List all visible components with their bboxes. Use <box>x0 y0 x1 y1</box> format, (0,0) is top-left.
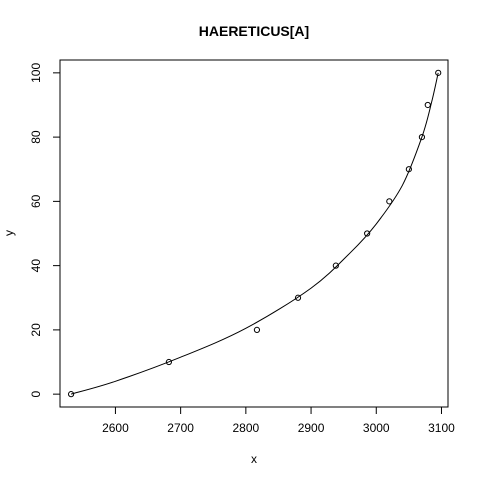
y-axis: 0 20 40 60 80 100 <box>29 63 60 397</box>
data-point <box>165 358 173 366</box>
x-tick-label: 2700 <box>167 421 194 435</box>
y-tick-label: 60 <box>29 194 43 208</box>
data-point <box>424 101 431 109</box>
data-points <box>67 69 442 398</box>
y-tick-label: 40 <box>29 259 43 273</box>
x-tick-label: 2600 <box>102 421 129 435</box>
data-point <box>67 391 75 398</box>
chart-title: HAERETICUS[A] <box>199 23 309 39</box>
y-tick-label: 100 <box>29 63 43 83</box>
x-tick-label: 2900 <box>298 421 325 435</box>
data-point <box>364 230 371 237</box>
x-tick-label: 2800 <box>232 421 259 435</box>
data-point <box>294 294 302 301</box>
data-point <box>418 134 426 141</box>
y-axis-label: y <box>2 230 16 236</box>
y-tick-label: 20 <box>29 323 43 337</box>
data-point <box>386 198 393 205</box>
x-tick-label: 3000 <box>363 421 390 435</box>
plot-frame <box>59 59 449 408</box>
fit-curve <box>70 72 439 395</box>
data-point <box>405 166 412 173</box>
data-point <box>435 69 442 76</box>
x-axis-label: x <box>251 452 257 466</box>
x-tick-label: 3100 <box>428 421 455 435</box>
y-tick-label: 0 <box>29 390 43 397</box>
x-axis: 2600 2700 2800 2900 3000 3100 <box>102 407 455 435</box>
data-point <box>253 326 261 333</box>
data-point <box>332 262 339 269</box>
y-tick-label: 80 <box>29 130 43 144</box>
